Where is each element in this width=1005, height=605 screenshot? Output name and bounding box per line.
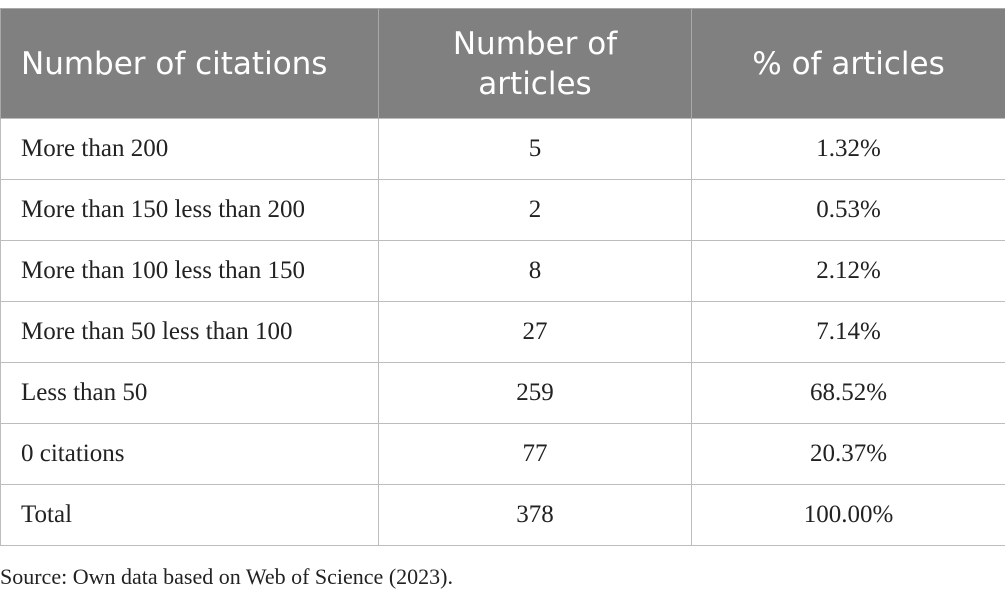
cell-citations: Less than 50 xyxy=(0,362,379,424)
table-row: More than 200 5 1.32% xyxy=(0,118,1005,180)
cell-articles: 378 xyxy=(378,484,692,546)
table-header: Number of citations Number of articles %… xyxy=(0,8,1005,119)
header-number-of-articles: Number of articles xyxy=(378,8,692,119)
cell-articles: 77 xyxy=(378,423,692,485)
cell-percent: 2.12% xyxy=(691,240,1005,302)
cell-articles: 259 xyxy=(378,362,692,424)
table-row: Less than 50 259 68.52% xyxy=(0,362,1005,424)
table-row: More than 50 less than 100 27 7.14% xyxy=(0,301,1005,363)
cell-percent: 7.14% xyxy=(691,301,1005,363)
cell-articles: 8 xyxy=(378,240,692,302)
cell-percent: 1.32% xyxy=(691,118,1005,180)
cell-articles: 2 xyxy=(378,179,692,241)
cell-citations: More than 150 less than 200 xyxy=(0,179,379,241)
cell-percent: 20.37% xyxy=(691,423,1005,485)
cell-citations: More than 100 less than 150 xyxy=(0,240,379,302)
header-row: Number of citations Number of articles %… xyxy=(0,8,1005,119)
table-row: 0 citations 77 20.37% xyxy=(0,423,1005,485)
citations-table-container: Number of citations Number of articles %… xyxy=(0,8,1005,546)
table-row: More than 150 less than 200 2 0.53% xyxy=(0,179,1005,241)
cell-articles: 5 xyxy=(378,118,692,180)
cell-citations: More than 200 xyxy=(0,118,379,180)
table-body: More than 200 5 1.32% More than 150 less… xyxy=(0,118,1005,546)
header-percent-of-articles: % of articles xyxy=(691,8,1005,119)
cell-percent: 0.53% xyxy=(691,179,1005,241)
cell-percent: 100.00% xyxy=(691,484,1005,546)
header-number-of-citations: Number of citations xyxy=(0,8,379,119)
cell-citations: Total xyxy=(0,484,379,546)
citations-table: Number of citations Number of articles %… xyxy=(0,8,1005,546)
cell-articles: 27 xyxy=(378,301,692,363)
cell-percent: 68.52% xyxy=(691,362,1005,424)
source-footnote: Source: Own data based on Web of Science… xyxy=(0,564,453,589)
table-row-total: Total 378 100.00% xyxy=(0,484,1005,546)
cell-citations: 0 citations xyxy=(0,423,379,485)
cell-citations: More than 50 less than 100 xyxy=(0,301,379,363)
table-row: More than 100 less than 150 8 2.12% xyxy=(0,240,1005,302)
